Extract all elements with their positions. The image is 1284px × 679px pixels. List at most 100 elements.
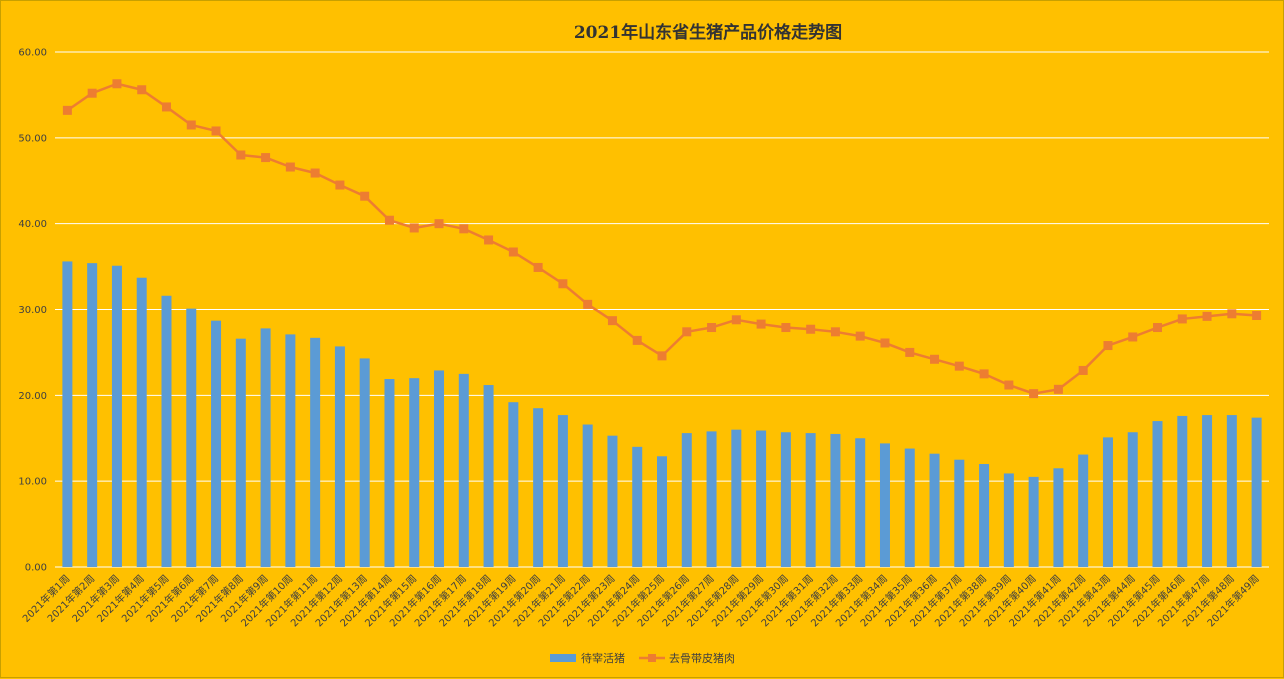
- point-boneless-pork: [855, 331, 865, 341]
- point-boneless-pork: [657, 351, 667, 361]
- gridlines: [55, 51, 1269, 568]
- point-boneless-pork: [186, 120, 196, 130]
- point-boneless-pork: [583, 299, 593, 309]
- y-tick-label: 30.00: [18, 305, 47, 316]
- bar-live-pig: [1028, 476, 1039, 567]
- bar-live-pig: [161, 295, 172, 567]
- point-boneless-pork: [434, 219, 444, 229]
- bar-live-pig: [954, 459, 965, 567]
- point-boneless-pork: [459, 224, 469, 234]
- point-boneless-pork: [905, 347, 915, 357]
- bar-live-pig: [211, 320, 222, 567]
- point-boneless-pork: [310, 168, 320, 178]
- point-boneless-pork: [880, 338, 890, 348]
- line-series-boneless-pork: [62, 79, 1262, 399]
- bar-live-pig: [1127, 432, 1138, 567]
- bar-live-pig: [1251, 417, 1262, 567]
- point-boneless-pork: [607, 316, 617, 326]
- bar-live-pig: [731, 429, 742, 567]
- point-boneless-pork: [384, 215, 394, 225]
- point-boneless-pork: [1202, 311, 1212, 321]
- point-boneless-pork: [360, 191, 370, 201]
- bar-live-pig: [384, 379, 395, 567]
- bar-live-pig: [533, 408, 544, 567]
- bar-live-pig: [310, 337, 321, 567]
- point-boneless-pork: [409, 223, 419, 233]
- bar-live-pig: [979, 464, 990, 567]
- bar-live-pig: [483, 385, 494, 567]
- y-tick-label: 40.00: [18, 219, 47, 230]
- legend-swatch-live-pig: [550, 654, 576, 662]
- y-tick-label: 10.00: [18, 477, 47, 488]
- y-tick-label: 50.00: [18, 133, 47, 144]
- bar-live-pig: [632, 446, 643, 567]
- bar-live-pig: [1226, 415, 1237, 567]
- bar-live-pig: [359, 358, 370, 567]
- bar-live-pig: [434, 370, 445, 567]
- point-boneless-pork: [1078, 365, 1088, 375]
- bar-live-pig: [62, 261, 73, 567]
- bar-live-pig: [904, 448, 915, 567]
- point-boneless-pork: [830, 327, 840, 337]
- legend-label-live-pig: 待宰活猪: [581, 651, 625, 665]
- legend: 待宰活猪 去骨带皮猪肉: [550, 651, 735, 665]
- point-boneless-pork: [1252, 311, 1262, 321]
- bar-live-pig: [582, 424, 593, 567]
- bar-live-pig: [756, 430, 767, 567]
- point-boneless-pork: [484, 235, 494, 245]
- point-boneless-pork: [930, 354, 940, 364]
- point-boneless-pork: [707, 323, 717, 333]
- bar-live-pig: [111, 265, 122, 567]
- bar-live-pig: [1102, 437, 1113, 567]
- point-boneless-pork: [285, 162, 295, 172]
- point-boneless-pork: [1128, 332, 1138, 342]
- x-axis-ticks: 2021年第1周2021年第2周2021年第3周2021年第4周2021年第5周…: [20, 572, 1262, 629]
- bar-live-pig: [657, 456, 667, 567]
- point-boneless-pork: [335, 180, 345, 190]
- bar-live-pig: [235, 338, 246, 567]
- bar-live-pig: [855, 438, 866, 567]
- bar-live-pig: [1053, 468, 1064, 567]
- bar-live-pig: [681, 433, 692, 567]
- bar-live-pig: [706, 431, 717, 567]
- point-boneless-pork: [62, 105, 72, 115]
- bar-live-pig: [409, 378, 420, 567]
- bar-live-pig: [929, 453, 940, 567]
- bar-live-pig: [87, 263, 98, 567]
- point-boneless-pork: [1227, 309, 1237, 319]
- point-boneless-pork: [1177, 314, 1187, 324]
- chart-title: 2021年山东省生猪产品价格走势图: [574, 22, 842, 43]
- bar-live-pig: [1152, 421, 1163, 567]
- bar-live-pig: [1078, 454, 1089, 567]
- point-boneless-pork: [558, 279, 568, 289]
- point-boneless-pork: [1029, 389, 1039, 399]
- bar-live-pig: [458, 373, 469, 567]
- bar-live-pig: [1003, 473, 1014, 567]
- bar-live-pig: [508, 402, 519, 567]
- point-boneless-pork: [87, 88, 97, 98]
- bar-live-pig: [557, 415, 568, 567]
- bar-live-pig: [805, 433, 816, 567]
- bar-live-pig: [260, 328, 271, 567]
- bar-live-pig: [285, 334, 296, 567]
- point-boneless-pork: [806, 324, 816, 334]
- point-boneless-pork: [1004, 380, 1014, 390]
- point-boneless-pork: [161, 102, 171, 112]
- bar-live-pig: [334, 346, 345, 567]
- y-tick-label: 20.00: [18, 391, 47, 402]
- legend-swatch-marker: [648, 654, 656, 662]
- legend-label-boneless-pork: 去骨带皮猪肉: [669, 652, 735, 665]
- point-boneless-pork: [236, 150, 246, 160]
- point-boneless-pork: [137, 85, 147, 95]
- point-boneless-pork: [632, 335, 642, 345]
- point-boneless-pork: [112, 79, 122, 89]
- y-tick-label: 0.00: [25, 563, 47, 574]
- bar-live-pig: [830, 433, 841, 567]
- bar-series-live-pig: [62, 261, 1262, 567]
- y-tick-label: 60.00: [18, 48, 47, 59]
- point-boneless-pork: [682, 327, 692, 337]
- bar-live-pig: [1177, 415, 1188, 567]
- point-boneless-pork: [1153, 323, 1163, 333]
- bar-live-pig: [136, 277, 147, 567]
